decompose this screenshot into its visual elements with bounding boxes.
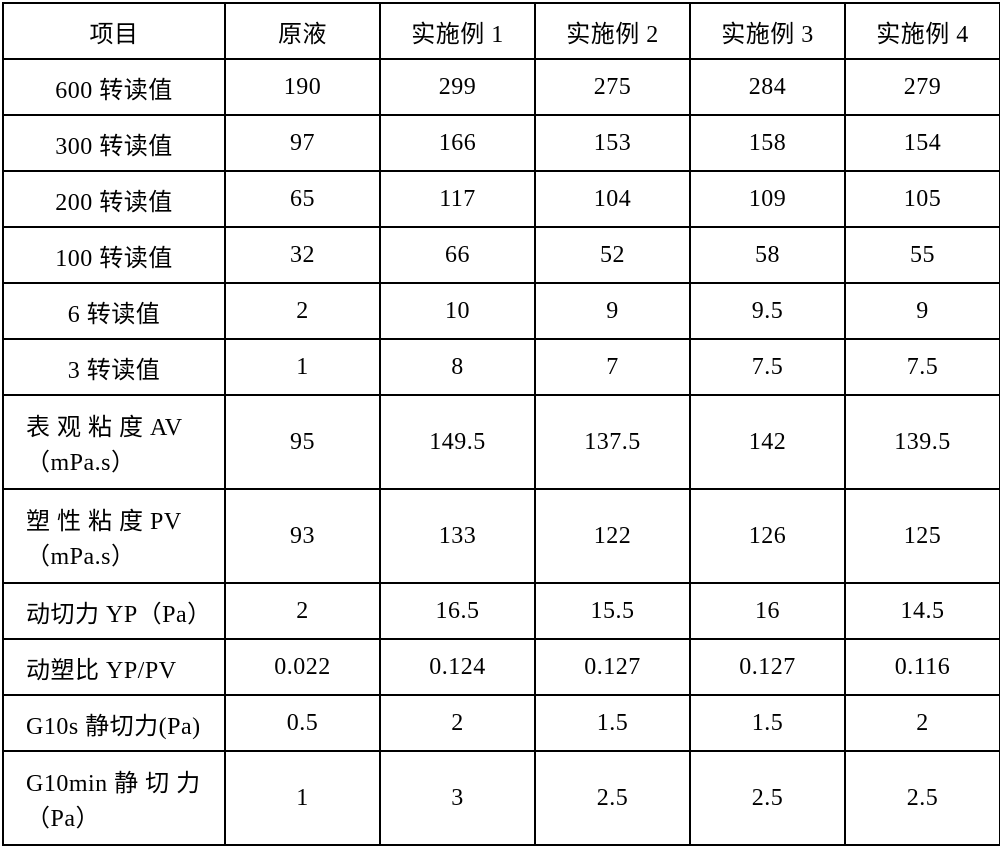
cell: 93 bbox=[225, 489, 380, 583]
cell: 139.5 bbox=[845, 395, 1000, 489]
cell: 1.5 bbox=[690, 695, 845, 751]
col-header: 实施例 3 bbox=[690, 3, 845, 59]
cell: 275 bbox=[535, 59, 690, 115]
row-label: 6 转读值 bbox=[3, 283, 225, 339]
table-row: 3 转读值1877.57.5 bbox=[3, 339, 1000, 395]
col-header: 实施例 2 bbox=[535, 3, 690, 59]
cell: 154 bbox=[845, 115, 1000, 171]
cell: 9 bbox=[535, 283, 690, 339]
cell: 16 bbox=[690, 583, 845, 639]
cell: 153 bbox=[535, 115, 690, 171]
cell: 2 bbox=[380, 695, 535, 751]
cell: 105 bbox=[845, 171, 1000, 227]
cell: 66 bbox=[380, 227, 535, 283]
row-label: G10s 静切力(Pa) bbox=[3, 695, 225, 751]
cell: 9 bbox=[845, 283, 1000, 339]
cell: 2 bbox=[845, 695, 1000, 751]
cell: 3 bbox=[380, 751, 535, 845]
cell: 126 bbox=[690, 489, 845, 583]
cell: 0.116 bbox=[845, 639, 1000, 695]
col-header: 实施例 1 bbox=[380, 3, 535, 59]
table-body: 项目 原液 实施例 1 实施例 2 实施例 3 实施例 4 600 转读值190… bbox=[3, 3, 1000, 845]
cell: 125 bbox=[845, 489, 1000, 583]
cell: 58 bbox=[690, 227, 845, 283]
table-row: 塑 性 粘 度 PV（mPa.s）93133122126125 bbox=[3, 489, 1000, 583]
cell: 137.5 bbox=[535, 395, 690, 489]
table-row: 100 转读值3266525855 bbox=[3, 227, 1000, 283]
cell: 166 bbox=[380, 115, 535, 171]
cell: 142 bbox=[690, 395, 845, 489]
cell: 10 bbox=[380, 283, 535, 339]
row-label: 300 转读值 bbox=[3, 115, 225, 171]
row-label: G10min 静 切 力（Pa） bbox=[3, 751, 225, 845]
cell: 9.5 bbox=[690, 283, 845, 339]
cell: 7.5 bbox=[690, 339, 845, 395]
cell: 104 bbox=[535, 171, 690, 227]
cell: 97 bbox=[225, 115, 380, 171]
cell: 14.5 bbox=[845, 583, 1000, 639]
cell: 1 bbox=[225, 751, 380, 845]
cell: 0.5 bbox=[225, 695, 380, 751]
cell: 0.127 bbox=[690, 639, 845, 695]
table-row: 表 观 粘 度 AV（mPa.s）95149.5137.5142139.5 bbox=[3, 395, 1000, 489]
cell: 8 bbox=[380, 339, 535, 395]
table-row: 200 转读值65117104109105 bbox=[3, 171, 1000, 227]
cell: 1 bbox=[225, 339, 380, 395]
cell: 158 bbox=[690, 115, 845, 171]
col-header: 项目 bbox=[3, 3, 225, 59]
row-label: 塑 性 粘 度 PV（mPa.s） bbox=[3, 489, 225, 583]
table-row: 600 转读值190299275284279 bbox=[3, 59, 1000, 115]
cell: 0.022 bbox=[225, 639, 380, 695]
cell: 117 bbox=[380, 171, 535, 227]
cell: 2.5 bbox=[845, 751, 1000, 845]
cell: 122 bbox=[535, 489, 690, 583]
table-row: 动切力 YP（Pa）216.515.51614.5 bbox=[3, 583, 1000, 639]
cell: 65 bbox=[225, 171, 380, 227]
cell: 299 bbox=[380, 59, 535, 115]
table-row: G10s 静切力(Pa)0.521.51.52 bbox=[3, 695, 1000, 751]
data-table: 项目 原液 实施例 1 实施例 2 实施例 3 实施例 4 600 转读值190… bbox=[2, 2, 1000, 846]
cell: 32 bbox=[225, 227, 380, 283]
cell: 0.124 bbox=[380, 639, 535, 695]
header-row: 项目 原液 实施例 1 实施例 2 实施例 3 实施例 4 bbox=[3, 3, 1000, 59]
cell: 52 bbox=[535, 227, 690, 283]
cell: 0.127 bbox=[535, 639, 690, 695]
cell: 7.5 bbox=[845, 339, 1000, 395]
row-label: 100 转读值 bbox=[3, 227, 225, 283]
cell: 2.5 bbox=[690, 751, 845, 845]
row-label: 3 转读值 bbox=[3, 339, 225, 395]
cell: 1.5 bbox=[535, 695, 690, 751]
cell: 16.5 bbox=[380, 583, 535, 639]
table-row: 300 转读值97166153158154 bbox=[3, 115, 1000, 171]
col-header: 实施例 4 bbox=[845, 3, 1000, 59]
table-row: 动塑比 YP/PV0.0220.1240.1270.1270.116 bbox=[3, 639, 1000, 695]
row-label: 200 转读值 bbox=[3, 171, 225, 227]
cell: 55 bbox=[845, 227, 1000, 283]
cell: 2 bbox=[225, 283, 380, 339]
col-header: 原液 bbox=[225, 3, 380, 59]
row-label: 动塑比 YP/PV bbox=[3, 639, 225, 695]
cell: 133 bbox=[380, 489, 535, 583]
cell: 190 bbox=[225, 59, 380, 115]
cell: 284 bbox=[690, 59, 845, 115]
row-label: 表 观 粘 度 AV（mPa.s） bbox=[3, 395, 225, 489]
row-label: 动切力 YP（Pa） bbox=[3, 583, 225, 639]
table-row: 6 转读值21099.59 bbox=[3, 283, 1000, 339]
cell: 109 bbox=[690, 171, 845, 227]
cell: 7 bbox=[535, 339, 690, 395]
cell: 279 bbox=[845, 59, 1000, 115]
row-label: 600 转读值 bbox=[3, 59, 225, 115]
cell: 95 bbox=[225, 395, 380, 489]
cell: 2.5 bbox=[535, 751, 690, 845]
cell: 149.5 bbox=[380, 395, 535, 489]
cell: 15.5 bbox=[535, 583, 690, 639]
cell: 2 bbox=[225, 583, 380, 639]
table-row: G10min 静 切 力（Pa）132.52.52.5 bbox=[3, 751, 1000, 845]
